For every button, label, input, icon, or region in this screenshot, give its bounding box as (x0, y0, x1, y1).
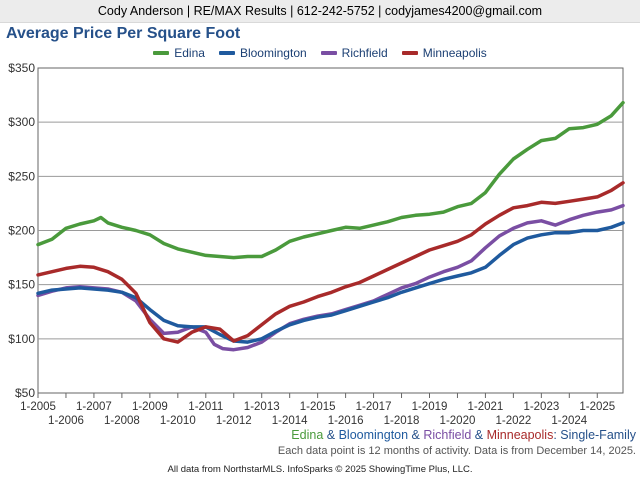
contact-text: Cody Anderson | RE/MAX Results | 612-242… (97, 4, 543, 18)
axis-layer: $50 $100 $150 $200 $250 $300 $350 1-2005 1-2006 1… (8, 61, 615, 427)
series-line-minneapolis (36, 181, 625, 344)
x-tick-label: 1-2023 (523, 401, 559, 413)
series-line-bloomington (36, 221, 625, 344)
caption-part: & (323, 428, 339, 442)
x-tick-label: 1-2011 (188, 401, 223, 413)
legend-label: Minneapolis (422, 46, 487, 60)
caption-part: & (408, 428, 424, 442)
x-tick-label: 1-2019 (412, 401, 448, 413)
x-tick-label: 1-2013 (244, 401, 280, 413)
y-tick-label: $350 (8, 61, 35, 75)
x-tick-label: 1-2005 (20, 401, 56, 413)
caption-part: & (471, 428, 487, 442)
x-tick-label: 1-2024 (551, 415, 587, 427)
legend-label: Bloomington (239, 46, 307, 60)
y-tick-label: $300 (8, 115, 35, 129)
x-tick-label: 1-2008 (104, 415, 140, 427)
y-tick-label: $150 (8, 278, 35, 292)
y-tick-label: $100 (8, 332, 35, 346)
caption-part: Edina (291, 428, 324, 442)
x-tick-label: 1-2010 (160, 415, 196, 427)
x-tick-label: 1-2012 (216, 415, 252, 427)
series-caption: Edina & Bloomington & Richfield & Minnea… (291, 428, 636, 442)
x-tick-label: 1-2017 (356, 401, 392, 413)
caption-part: Minneapolis (486, 428, 554, 442)
x-tick-label: 1-2021 (468, 401, 504, 413)
x-tick-label: 1-2020 (440, 415, 476, 427)
legend-label: Edina (174, 46, 205, 60)
y-tick-label: $200 (8, 224, 35, 238)
legend-item-minneapolis: Minneapolis (401, 46, 487, 60)
legend-item-richfield: Richfield (320, 46, 388, 60)
legend-item-bloomington: Bloomington (218, 46, 307, 60)
legend-item-edina: Edina (153, 46, 205, 60)
contact-header: Cody Anderson | RE/MAX Results | 612-242… (0, 0, 640, 23)
x-tick-label: 1-2016 (328, 415, 364, 427)
chart-legend: Edina Bloomington Richfield Minneapolis (0, 46, 640, 60)
chart-title: Average Price Per Square Foot (6, 25, 241, 42)
series-line-edina (36, 100, 625, 260)
x-tick-label: 1-2014 (272, 415, 308, 427)
x-tick-label: 1-2006 (48, 415, 84, 427)
x-tick-label: 1-2018 (384, 415, 420, 427)
legend-swatch (153, 51, 170, 55)
data-note: Each data point is 12 months of activity… (277, 445, 636, 457)
x-tick-label: 1-2007 (76, 401, 112, 413)
series-layer (36, 100, 625, 352)
y-tick-label: $250 (8, 169, 35, 183)
legend-swatch (401, 51, 418, 55)
legend-swatch (320, 51, 337, 55)
x-tick-label: 1-2009 (132, 401, 168, 413)
x-tick-label: 1-2022 (495, 415, 531, 427)
caption-part: Bloomington (338, 428, 409, 442)
legend-swatch (218, 51, 235, 55)
y-tick-label: $50 (15, 386, 35, 400)
x-tick-label: 1-2025 (579, 401, 615, 413)
legend-label: Richfield (341, 46, 388, 60)
caption-part: : Single-Family (553, 428, 636, 442)
data-source: All data from NorthstarMLS. InfoSparks ©… (167, 464, 473, 475)
x-tick-label: 1-2015 (300, 401, 336, 413)
caption-part: Richfield (423, 428, 472, 442)
